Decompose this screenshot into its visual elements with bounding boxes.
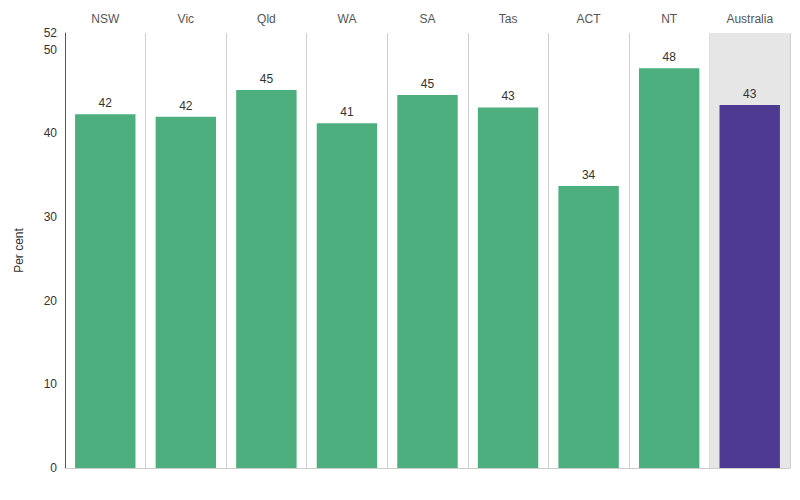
svg-text:NT: NT bbox=[661, 12, 678, 26]
svg-text:SA: SA bbox=[419, 12, 435, 26]
svg-text:50: 50 bbox=[44, 43, 58, 57]
svg-text:43: 43 bbox=[501, 89, 515, 103]
svg-text:10: 10 bbox=[44, 377, 58, 391]
svg-text:Tas: Tas bbox=[499, 12, 518, 26]
svg-text:42: 42 bbox=[179, 99, 193, 113]
svg-text:ACT: ACT bbox=[577, 12, 602, 26]
svg-text:Per cent: Per cent bbox=[12, 227, 26, 272]
svg-text:NSW: NSW bbox=[91, 12, 120, 26]
svg-text:34: 34 bbox=[582, 168, 596, 182]
svg-text:40: 40 bbox=[44, 126, 58, 140]
svg-text:41: 41 bbox=[340, 105, 354, 119]
svg-text:45: 45 bbox=[260, 72, 274, 86]
svg-text:52: 52 bbox=[44, 26, 58, 40]
svg-text:45: 45 bbox=[421, 77, 435, 91]
svg-text:Australia: Australia bbox=[726, 12, 773, 26]
svg-text:42: 42 bbox=[99, 96, 113, 110]
svg-text:0: 0 bbox=[50, 461, 57, 475]
svg-text:20: 20 bbox=[44, 294, 58, 308]
svg-text:30: 30 bbox=[44, 210, 58, 224]
svg-text:43: 43 bbox=[743, 87, 757, 101]
svg-text:48: 48 bbox=[662, 50, 676, 64]
svg-text:Vic: Vic bbox=[178, 12, 194, 26]
svg-text:WA: WA bbox=[337, 12, 356, 26]
svg-text:Qld: Qld bbox=[257, 12, 276, 26]
